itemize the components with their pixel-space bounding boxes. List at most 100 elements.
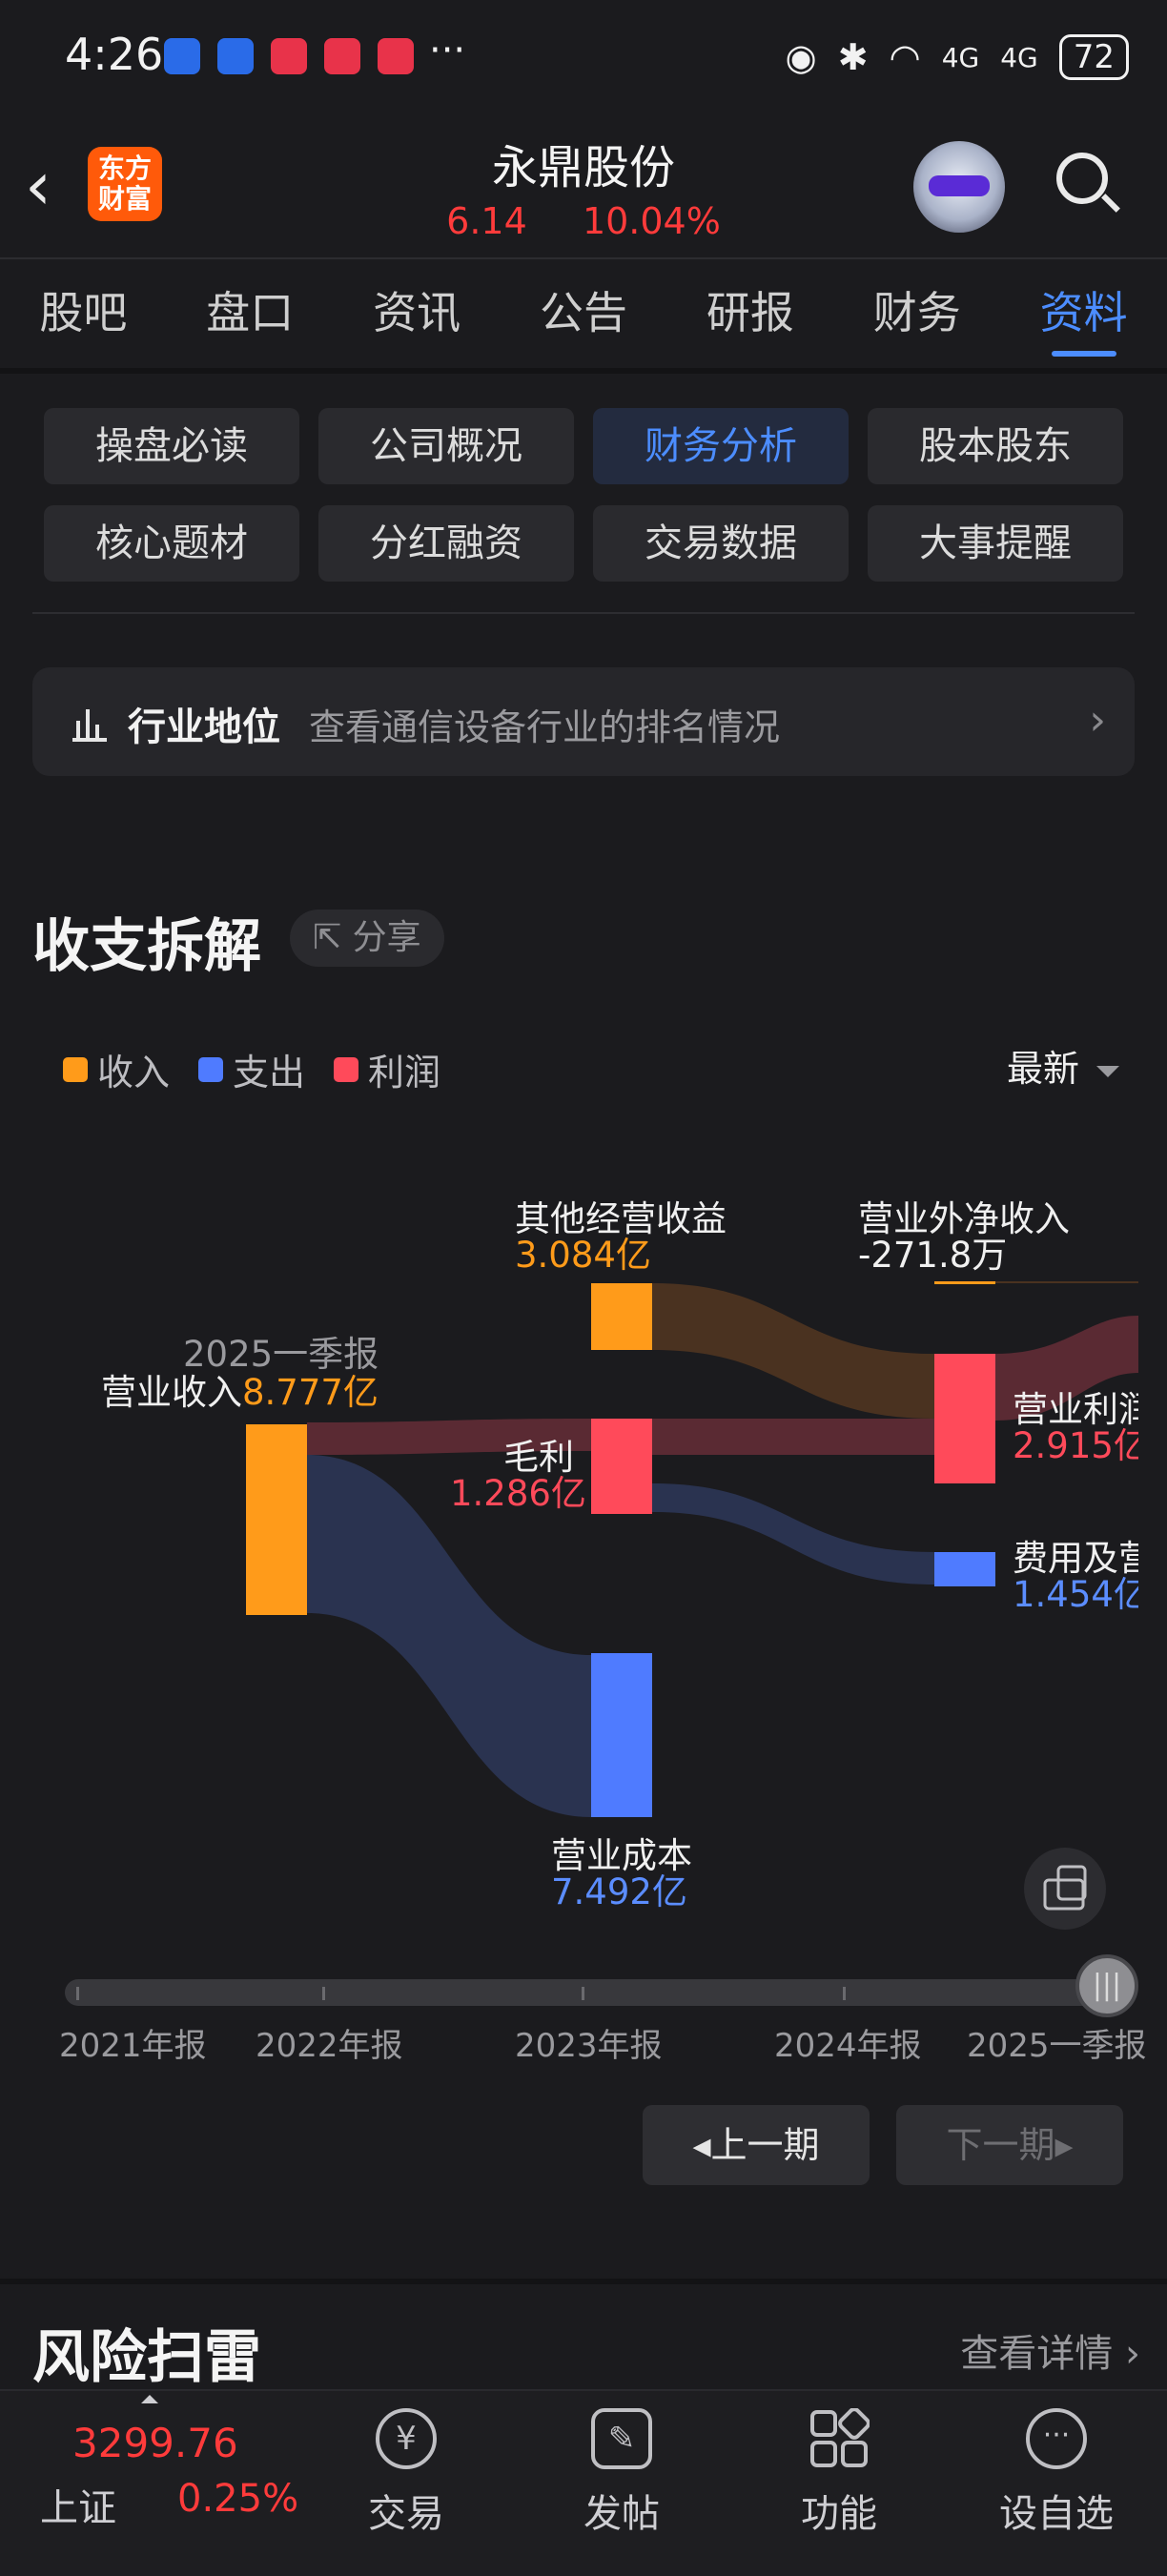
- period-dropdown[interactable]: 最新: [1007, 1039, 1119, 1092]
- huawei-app-icon: [378, 38, 414, 74]
- eastmoney-logo[interactable]: 东方 财富: [88, 147, 162, 221]
- node-expense[interactable]: [934, 1552, 995, 1586]
- chevron-down-icon: [1096, 1065, 1119, 1077]
- btn-financial-analysis[interactable]: 财务分析: [593, 408, 849, 484]
- timeline-label[interactable]: 2024年报: [774, 2027, 922, 2065]
- risk-more-label: 查看详情: [960, 2332, 1114, 2376]
- sankey-period: 2025一季报: [183, 1334, 379, 1375]
- bottom-nav: [0, 2389, 1167, 2576]
- timeline-label[interactable]: 2023年报: [515, 2027, 663, 2065]
- index-value[interactable]: 3299.76: [72, 2420, 238, 2466]
- divider: [32, 612, 1135, 614]
- flow-revenue-gross: [307, 1419, 591, 1455]
- index-change[interactable]: 0.25%: [177, 2477, 299, 2521]
- edit-icon: ✎: [591, 2408, 652, 2469]
- expense-value: 1.454亿: [1013, 1574, 1138, 1615]
- app-notification-icon: [324, 38, 360, 74]
- risk-details-link[interactable]: 查看详情 ›: [960, 2322, 1140, 2378]
- btn-trading-data[interactable]: 交易数据: [593, 505, 849, 582]
- tab-research[interactable]: 研报: [706, 287, 794, 338]
- wifi-app-icon: [164, 38, 200, 74]
- sankey-chart: 2025一季报 营业收入8.777亿 其他经营收益 3.084亿 营业外净收入 …: [0, 1125, 1167, 1926]
- rotate-icon: [1043, 1865, 1087, 1911]
- eye-icon: ◉: [785, 36, 817, 78]
- non-op-value: -271.8万: [858, 1235, 1008, 1276]
- chevron-right-icon: ›: [1113, 2332, 1140, 2376]
- caret-left-icon: ◂: [692, 2124, 711, 2166]
- back-arrow-icon[interactable]: ‹: [25, 147, 51, 225]
- stock-price: 6.14: [446, 200, 527, 242]
- prev-period-button[interactable]: ◂上一期: [643, 2105, 870, 2185]
- yen-icon: ¥: [376, 2408, 437, 2469]
- revenue-name: 营业收入: [101, 1372, 242, 1413]
- tab-finance[interactable]: 财务: [872, 287, 961, 338]
- period-timeline[interactable]: [65, 1979, 1108, 2006]
- huawei-app-icon: [271, 38, 307, 74]
- btn-trading-guide[interactable]: 操盘必读: [44, 408, 299, 484]
- expense-label: 费用及营: [1013, 1538, 1138, 1579]
- legend-income: 收入: [63, 1043, 170, 1095]
- caret-up-icon: [141, 2395, 158, 2403]
- section-title: 收支拆解: [32, 913, 261, 980]
- timeline-label[interactable]: 2025一季报: [967, 2027, 1147, 2065]
- tab-announcements[interactable]: 公告: [540, 287, 627, 338]
- bluetooth-icon: ✱: [837, 36, 869, 78]
- nav-functions[interactable]: 功能: [744, 2407, 934, 2538]
- timeline-handle[interactable]: |||: [1075, 1954, 1138, 2017]
- btn-company-overview[interactable]: 公司概况: [318, 408, 574, 484]
- sankey-svg: [246, 1281, 1138, 1817]
- logo-text: 财富: [97, 183, 152, 215]
- legend-label: 收入: [97, 1052, 171, 1094]
- btn-events[interactable]: 大事提醒: [868, 505, 1123, 582]
- nav-add-watchlist[interactable]: ··· 设自选: [961, 2408, 1152, 2538]
- logo-text: 东方: [97, 153, 152, 184]
- legend-label: 支出: [233, 1052, 306, 1094]
- stock-tabs: 股吧 盘口 资讯 公告 研报 财务 资料: [0, 259, 1167, 366]
- timeline-label[interactable]: 2021年报: [59, 2027, 207, 2065]
- other-income-label: 其他经营收益: [515, 1198, 727, 1239]
- more-circle-icon: ···: [1026, 2408, 1087, 2469]
- node-revenue[interactable]: [246, 1424, 307, 1615]
- nav-post[interactable]: ✎ 发帖: [526, 2408, 717, 2538]
- signal-icon: 4G: [1000, 41, 1038, 73]
- divider: [0, 2279, 1167, 2284]
- btn-core-themes[interactable]: 核心题材: [44, 505, 299, 582]
- node-non-op[interactable]: [934, 1281, 995, 1284]
- cost-label: 营业成本: [551, 1835, 692, 1876]
- status-bar: 4:26 ··· ◉ ✱ ◠ 4G 4G 72: [0, 0, 1167, 114]
- btn-shareholders[interactable]: 股本股东: [868, 408, 1123, 484]
- robot-assistant-icon[interactable]: [913, 141, 1005, 233]
- tab-pankou[interactable]: 盘口: [206, 287, 295, 338]
- non-op-label: 营业外净收入: [858, 1198, 1070, 1239]
- grid-icon: [809, 2407, 870, 2469]
- tab-news[interactable]: 资讯: [373, 287, 461, 338]
- chevron-right-icon: ›: [1089, 696, 1106, 745]
- flow-non-op: [995, 1281, 1138, 1283]
- share-button[interactable]: ⇱ 分享: [290, 910, 444, 967]
- wifi-app-icon: [217, 38, 254, 74]
- btn-dividends[interactable]: 分红融资: [318, 505, 574, 582]
- bar-chart-icon: [72, 709, 107, 742]
- tab-profile[interactable]: 资料: [1000, 259, 1167, 366]
- rotate-screen-button[interactable]: [1024, 1848, 1106, 1930]
- nav-trade[interactable]: ¥ 交易: [311, 2408, 502, 2538]
- timeline-label[interactable]: 2022年报: [256, 2027, 403, 2065]
- index-name[interactable]: 上证: [40, 2486, 116, 2530]
- node-gross-profit[interactable]: [591, 1419, 652, 1514]
- revenue-value: 8.777亿: [242, 1372, 379, 1413]
- legend-swatch: [334, 1056, 359, 1082]
- node-cost[interactable]: [591, 1653, 652, 1817]
- share-label: 分享: [352, 918, 421, 957]
- search-icon[interactable]: [1056, 153, 1108, 204]
- next-period-button[interactable]: 下一期▸: [896, 2105, 1123, 2185]
- nav-label: 功能: [801, 2492, 877, 2536]
- node-other-income[interactable]: [591, 1283, 652, 1350]
- tab-guba[interactable]: 股吧: [39, 287, 128, 338]
- legend: 收入 支出 利润: [63, 1043, 440, 1095]
- industry-rank-banner[interactable]: 行业地位 查看通信设备行业的排名情况 ›: [32, 667, 1135, 776]
- risk-scan-title: 风险扫雷: [32, 2324, 261, 2391]
- node-op-profit[interactable]: [934, 1354, 995, 1483]
- cost-value: 7.492亿: [551, 1871, 687, 1912]
- legend-profit: 利润: [334, 1043, 440, 1095]
- gross-label: 毛利: [503, 1437, 574, 1478]
